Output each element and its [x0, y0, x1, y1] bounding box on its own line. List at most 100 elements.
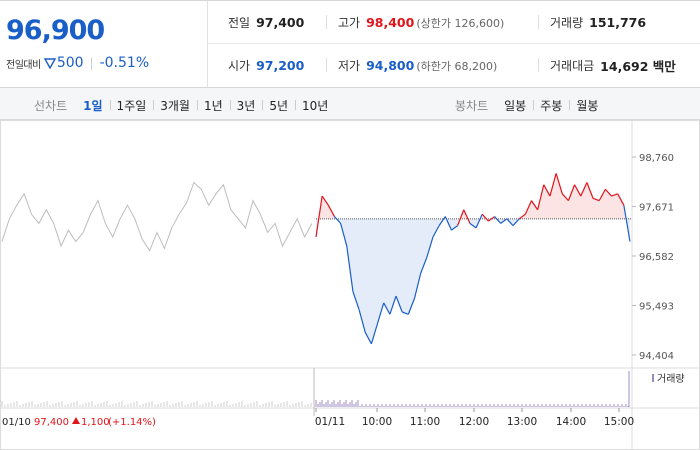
y-tick-label: 94,404 — [639, 351, 674, 362]
price-line-segment — [611, 193, 618, 197]
price-line-segment — [413, 273, 422, 299]
tab-line-3[interactable]: 3개월 — [153, 97, 197, 114]
current-price: 96,900 — [6, 15, 105, 46]
price-change-row: 전일대비 500 | -0.51% — [6, 55, 149, 71]
x-tick-label: 14:00 — [556, 416, 586, 428]
x-tick-label: 13:00 — [507, 416, 537, 428]
x-tick-label: 01/11 — [315, 416, 345, 428]
price-line-segment — [358, 309, 366, 333]
stat-turnover: 거래대금 14,692 백만 — [538, 44, 676, 87]
price-line-segment — [334, 216, 342, 224]
stats-row-2: 시가 97,200 저가 94,800 (하한가 68,200) 거래대금 14… — [208, 44, 700, 87]
price-line-segment — [586, 182, 594, 199]
change-percent: -0.51% — [99, 55, 150, 71]
change-value: 500 — [56, 55, 84, 71]
prev-day-date: 01/10 — [2, 417, 31, 428]
price-line-segment — [401, 311, 409, 315]
price-line-segment — [623, 205, 631, 242]
price-line-segment — [518, 213, 526, 220]
change-label: 전일대비 — [6, 59, 41, 71]
tab-line-4[interactable]: 1년 — [196, 97, 230, 114]
price-line-segment — [340, 223, 348, 247]
price-line-segment — [457, 209, 465, 226]
x-tick-label: 10:00 — [362, 416, 392, 428]
price-line-segment — [321, 195, 329, 206]
x-tick-label: 12:00 — [459, 416, 489, 428]
stat-high: 고가 98,400 (상한가 126,600) — [325, 1, 504, 44]
stat-low: 저가 94,800 (하한가 68,200) — [325, 44, 497, 87]
stock-header: 96,900 전일대비 500 | -0.51% 전일 97,400 고가 98… — [0, 0, 700, 88]
line-chart-group-label: 선차트 — [34, 99, 68, 113]
price-line-segment — [370, 323, 379, 344]
stat-value: 98,400 — [366, 15, 415, 30]
chart-tab-bar: 선차트 1일 1주일 3개월 1년 3년 5년 10년 봉차트 일봉 주봉 월봉 — [0, 88, 700, 120]
stat-open: 시가 97,200 — [228, 44, 304, 87]
price-line-segment — [383, 302, 391, 315]
price-line-segment — [389, 295, 397, 315]
tab-line-2[interactable]: 1주일 — [109, 97, 154, 114]
y-tick-label: 97,671 — [639, 203, 674, 214]
prev-day-change-pct: (+1.14%) — [108, 417, 156, 428]
stat-label: 저가 — [338, 59, 361, 73]
stat-volume: 거래량 151,776 — [537, 1, 646, 44]
stat-label: 시가 — [228, 59, 251, 73]
stat-prev-close: 전일 97,400 — [228, 1, 304, 44]
up-triangle-icon — [72, 417, 80, 424]
chart-frame — [0, 120, 700, 450]
price-line-segment — [592, 197, 600, 202]
tab-candle-3[interactable]: 월봉 — [569, 97, 605, 114]
price-line-segment — [426, 236, 434, 258]
price-line-segment — [352, 291, 360, 310]
prev-day-close: 97,400 — [34, 417, 69, 428]
price-line-segment — [537, 184, 545, 210]
price-line-segment — [438, 216, 446, 226]
stat-label: 거래대금 — [550, 59, 595, 73]
price-line-segment — [530, 200, 539, 211]
price-line-segment — [524, 200, 533, 215]
price-line-segment — [481, 213, 489, 222]
price-line-segment — [617, 193, 625, 206]
stats-row-1: 전일 97,400 고가 98,400 (상한가 126,600) 거래량 15… — [208, 1, 700, 44]
x-tick-label: 15:00 — [604, 416, 634, 428]
tab-candle-1[interactable]: 일봉 — [504, 99, 527, 113]
down-triangle-icon — [43, 58, 56, 69]
tab-line-5[interactable]: 3년 — [229, 97, 263, 114]
price-line-segment — [451, 225, 458, 231]
price-line-segment — [364, 332, 372, 345]
y-tick-label: 95,493 — [639, 302, 674, 313]
down-area-fill — [316, 218, 630, 344]
prev-day-change: 1,100 — [81, 417, 110, 428]
tab-line-7[interactable]: 10년 — [295, 97, 335, 114]
volume-legend-label: 거래량 — [657, 373, 685, 385]
price-line-segment — [444, 216, 452, 231]
tab-line-1[interactable]: 1일 — [83, 99, 103, 113]
y-tick-label: 98,760 — [639, 153, 674, 164]
stat-label: 전일 — [228, 16, 251, 30]
price-line-segment — [376, 302, 385, 324]
price-line-segment — [549, 173, 557, 197]
tab-candle-2[interactable]: 주봉 — [533, 97, 569, 114]
up-area-fill — [318, 173, 627, 219]
price-line-segment — [494, 216, 502, 224]
price-line-segment — [567, 184, 576, 201]
price-line-segment — [346, 246, 354, 292]
x-tick-label: 11:00 — [410, 416, 440, 428]
price-line-segment — [327, 204, 335, 217]
stat-value: 97,400 — [256, 15, 305, 30]
candle-chart-group-label: 봉차트 — [455, 99, 489, 113]
price-line-segment — [604, 188, 612, 197]
price-stats: 전일 97,400 고가 98,400 (상한가 126,600) 거래량 15… — [208, 1, 700, 87]
price-line-segment — [463, 209, 471, 224]
price-line-segment — [506, 218, 514, 227]
price-line-segment — [561, 193, 569, 202]
price-line-segment — [469, 222, 477, 229]
price-chart: 98,760 97,671 96,582 95,493 94,404 거래량 01/11 10… — [0, 120, 700, 450]
price-line-segment — [407, 298, 416, 315]
tab-line-6[interactable]: 5년 — [262, 97, 295, 114]
price-line-segment — [475, 214, 483, 229]
stat-value: 14,692 백만 — [600, 59, 676, 74]
price-line-segment — [574, 184, 582, 197]
price-line-segment — [432, 225, 440, 238]
candle-chart-tabs: 봉차트 일봉 주봉 월봉 — [455, 97, 605, 114]
price-line-segment — [512, 218, 520, 227]
